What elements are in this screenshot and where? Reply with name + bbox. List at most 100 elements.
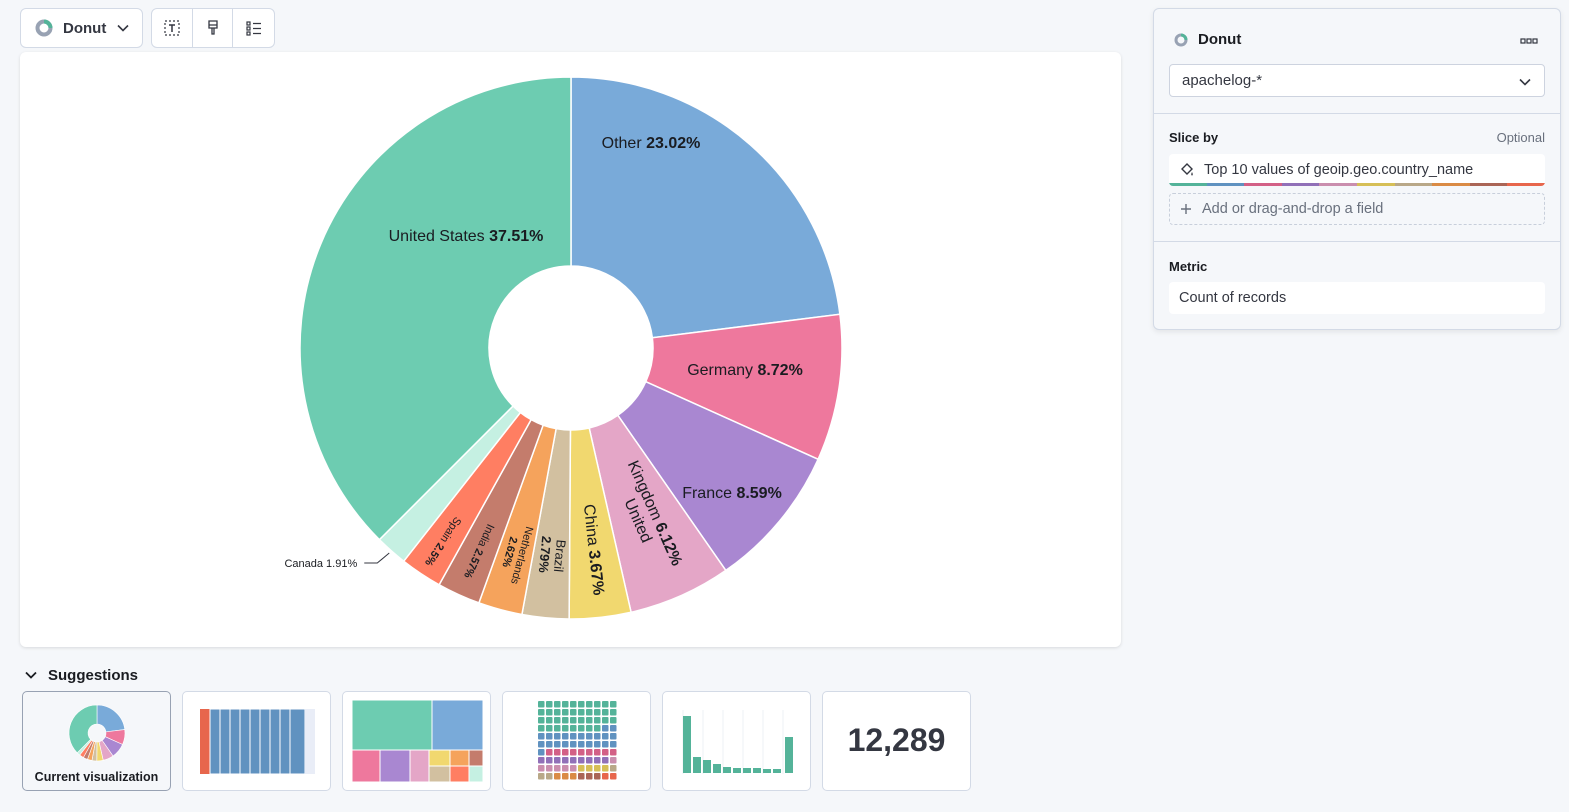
- waffle-cell: [546, 717, 553, 724]
- waffle-cell: [610, 701, 617, 708]
- metric-dimension[interactable]: Count of records: [1169, 282, 1545, 314]
- stacked-bar-thumbnail: [200, 708, 315, 775]
- waffle-cell: [594, 773, 601, 780]
- waffle-cell: [602, 749, 609, 756]
- waffle-cell: [554, 765, 561, 772]
- waffle-cell: [578, 717, 585, 724]
- waffle-cell: [546, 773, 553, 780]
- waffle-cell: [554, 741, 561, 748]
- waffle-cell: [546, 701, 553, 708]
- waffle-cell: [578, 773, 585, 780]
- legend-button[interactable]: [233, 9, 274, 47]
- label-china: China 3.67%: [580, 503, 607, 596]
- waffle-cell: [602, 725, 609, 732]
- palette-swatch: [1432, 183, 1470, 186]
- waffle-cell: [538, 701, 545, 708]
- slice-france[interactable]: [616, 380, 820, 572]
- slice-by-dimension[interactable]: Top 10 values of geoip.geo.country_name: [1169, 154, 1545, 186]
- slice-germany[interactable]: [644, 313, 843, 461]
- waffle-cell: [538, 717, 545, 724]
- legend-icon: [246, 21, 261, 36]
- waffle-cell: [538, 765, 545, 772]
- labels-button[interactable]: [152, 9, 193, 47]
- waffle-cell: [546, 765, 553, 772]
- suggestion-treemap[interactable]: [342, 691, 491, 791]
- treemap-thumbnail: [351, 699, 484, 783]
- waffle-cell: [578, 765, 585, 772]
- waffle-cell: [594, 749, 601, 756]
- label-other: Other 23.02%: [602, 135, 701, 152]
- waffle-cell: [538, 733, 545, 740]
- palette-swatch: [1507, 183, 1545, 186]
- waffle-cell: [602, 701, 609, 708]
- divider: [1154, 113, 1560, 114]
- waffle-cell: [594, 709, 601, 716]
- chevron-down-icon: [1519, 78, 1531, 86]
- chart-panel: United States 37.51% Other 23.02% Germany …: [20, 52, 1121, 647]
- waffle-cell: [570, 701, 577, 708]
- more-actions-icon[interactable]: [1520, 35, 1538, 47]
- waffle-cell: [554, 725, 561, 732]
- chevron-down-icon: [25, 671, 37, 679]
- waffle-cell: [586, 765, 593, 772]
- slice-by-value: Top 10 values of geoip.geo.country_name: [1204, 162, 1474, 178]
- waffle-cell: [594, 765, 601, 772]
- add-field-button[interactable]: Add or drag-and-drop a field: [1169, 193, 1545, 225]
- waffle-cell: [554, 773, 561, 780]
- optional-label: Optional: [1496, 130, 1545, 145]
- waffle-cell: [562, 757, 569, 764]
- waffle-cell: [538, 749, 545, 756]
- waffle-cell: [562, 765, 569, 772]
- suggestion-waffle[interactable]: [502, 691, 651, 791]
- palette-swatch: [1206, 183, 1245, 186]
- waffle-cell: [570, 765, 577, 772]
- metric-value: 12,289: [847, 722, 946, 758]
- waffle-cell: [562, 725, 569, 732]
- waffle-cell: [586, 717, 593, 724]
- waffle-cell: [602, 757, 609, 764]
- paintbrush-icon: [207, 20, 218, 35]
- suggestion-stacked-bar[interactable]: [182, 691, 331, 791]
- waffle-cell: [562, 733, 569, 740]
- chart-type-selector[interactable]: Donut: [20, 8, 143, 48]
- waffle-cell: [602, 773, 609, 780]
- slice-united-states[interactable]: [299, 76, 572, 541]
- suggestion-current-visualization[interactable]: Current visualization: [22, 691, 171, 791]
- waffle-cell: [562, 709, 569, 716]
- waffle-cell: [554, 717, 561, 724]
- appearance-button[interactable]: [193, 9, 234, 47]
- chevron-down-icon: [117, 24, 129, 32]
- waffle-cell: [594, 725, 601, 732]
- waffle-cell: [594, 757, 601, 764]
- waffle-cell: [610, 765, 617, 772]
- waffle-cell: [586, 709, 593, 716]
- donut-icon: [1174, 33, 1188, 46]
- waffle-cell: [554, 709, 561, 716]
- data-view-value: apachelog-*: [1182, 72, 1263, 89]
- waffle-cell: [602, 741, 609, 748]
- layer-config-panel: Donut apachelog-* Slice by Optional Top …: [1153, 8, 1561, 330]
- label-leader-line: [364, 552, 390, 564]
- slice-other[interactable]: [570, 76, 841, 339]
- suggestions-toggle[interactable]: Suggestions: [24, 664, 138, 686]
- waffle-cell: [538, 725, 545, 732]
- waffle-cell: [578, 741, 585, 748]
- layer-title-text: Donut: [1198, 31, 1242, 48]
- waffle-cell: [554, 733, 561, 740]
- waffle-cell: [586, 773, 593, 780]
- waffle-cell: [610, 741, 617, 748]
- suggestion-label: Current visualization: [34, 770, 159, 784]
- data-view-select[interactable]: apachelog-*: [1169, 64, 1545, 97]
- mini-slice: [68, 704, 98, 754]
- waffle-cell: [602, 765, 609, 772]
- label-france: France 8.59%: [682, 485, 782, 502]
- waffle-cell: [570, 749, 577, 756]
- slice-by-title: Slice by: [1169, 130, 1219, 145]
- suggestion-bar-chart[interactable]: [662, 691, 811, 791]
- metric-title: Metric: [1169, 259, 1208, 274]
- suggestion-metric[interactable]: 12,289: [822, 691, 971, 791]
- waffle-cell: [554, 749, 561, 756]
- palette-swatch: [1281, 183, 1320, 186]
- waffle-cell: [578, 733, 585, 740]
- waffle-cell: [578, 701, 585, 708]
